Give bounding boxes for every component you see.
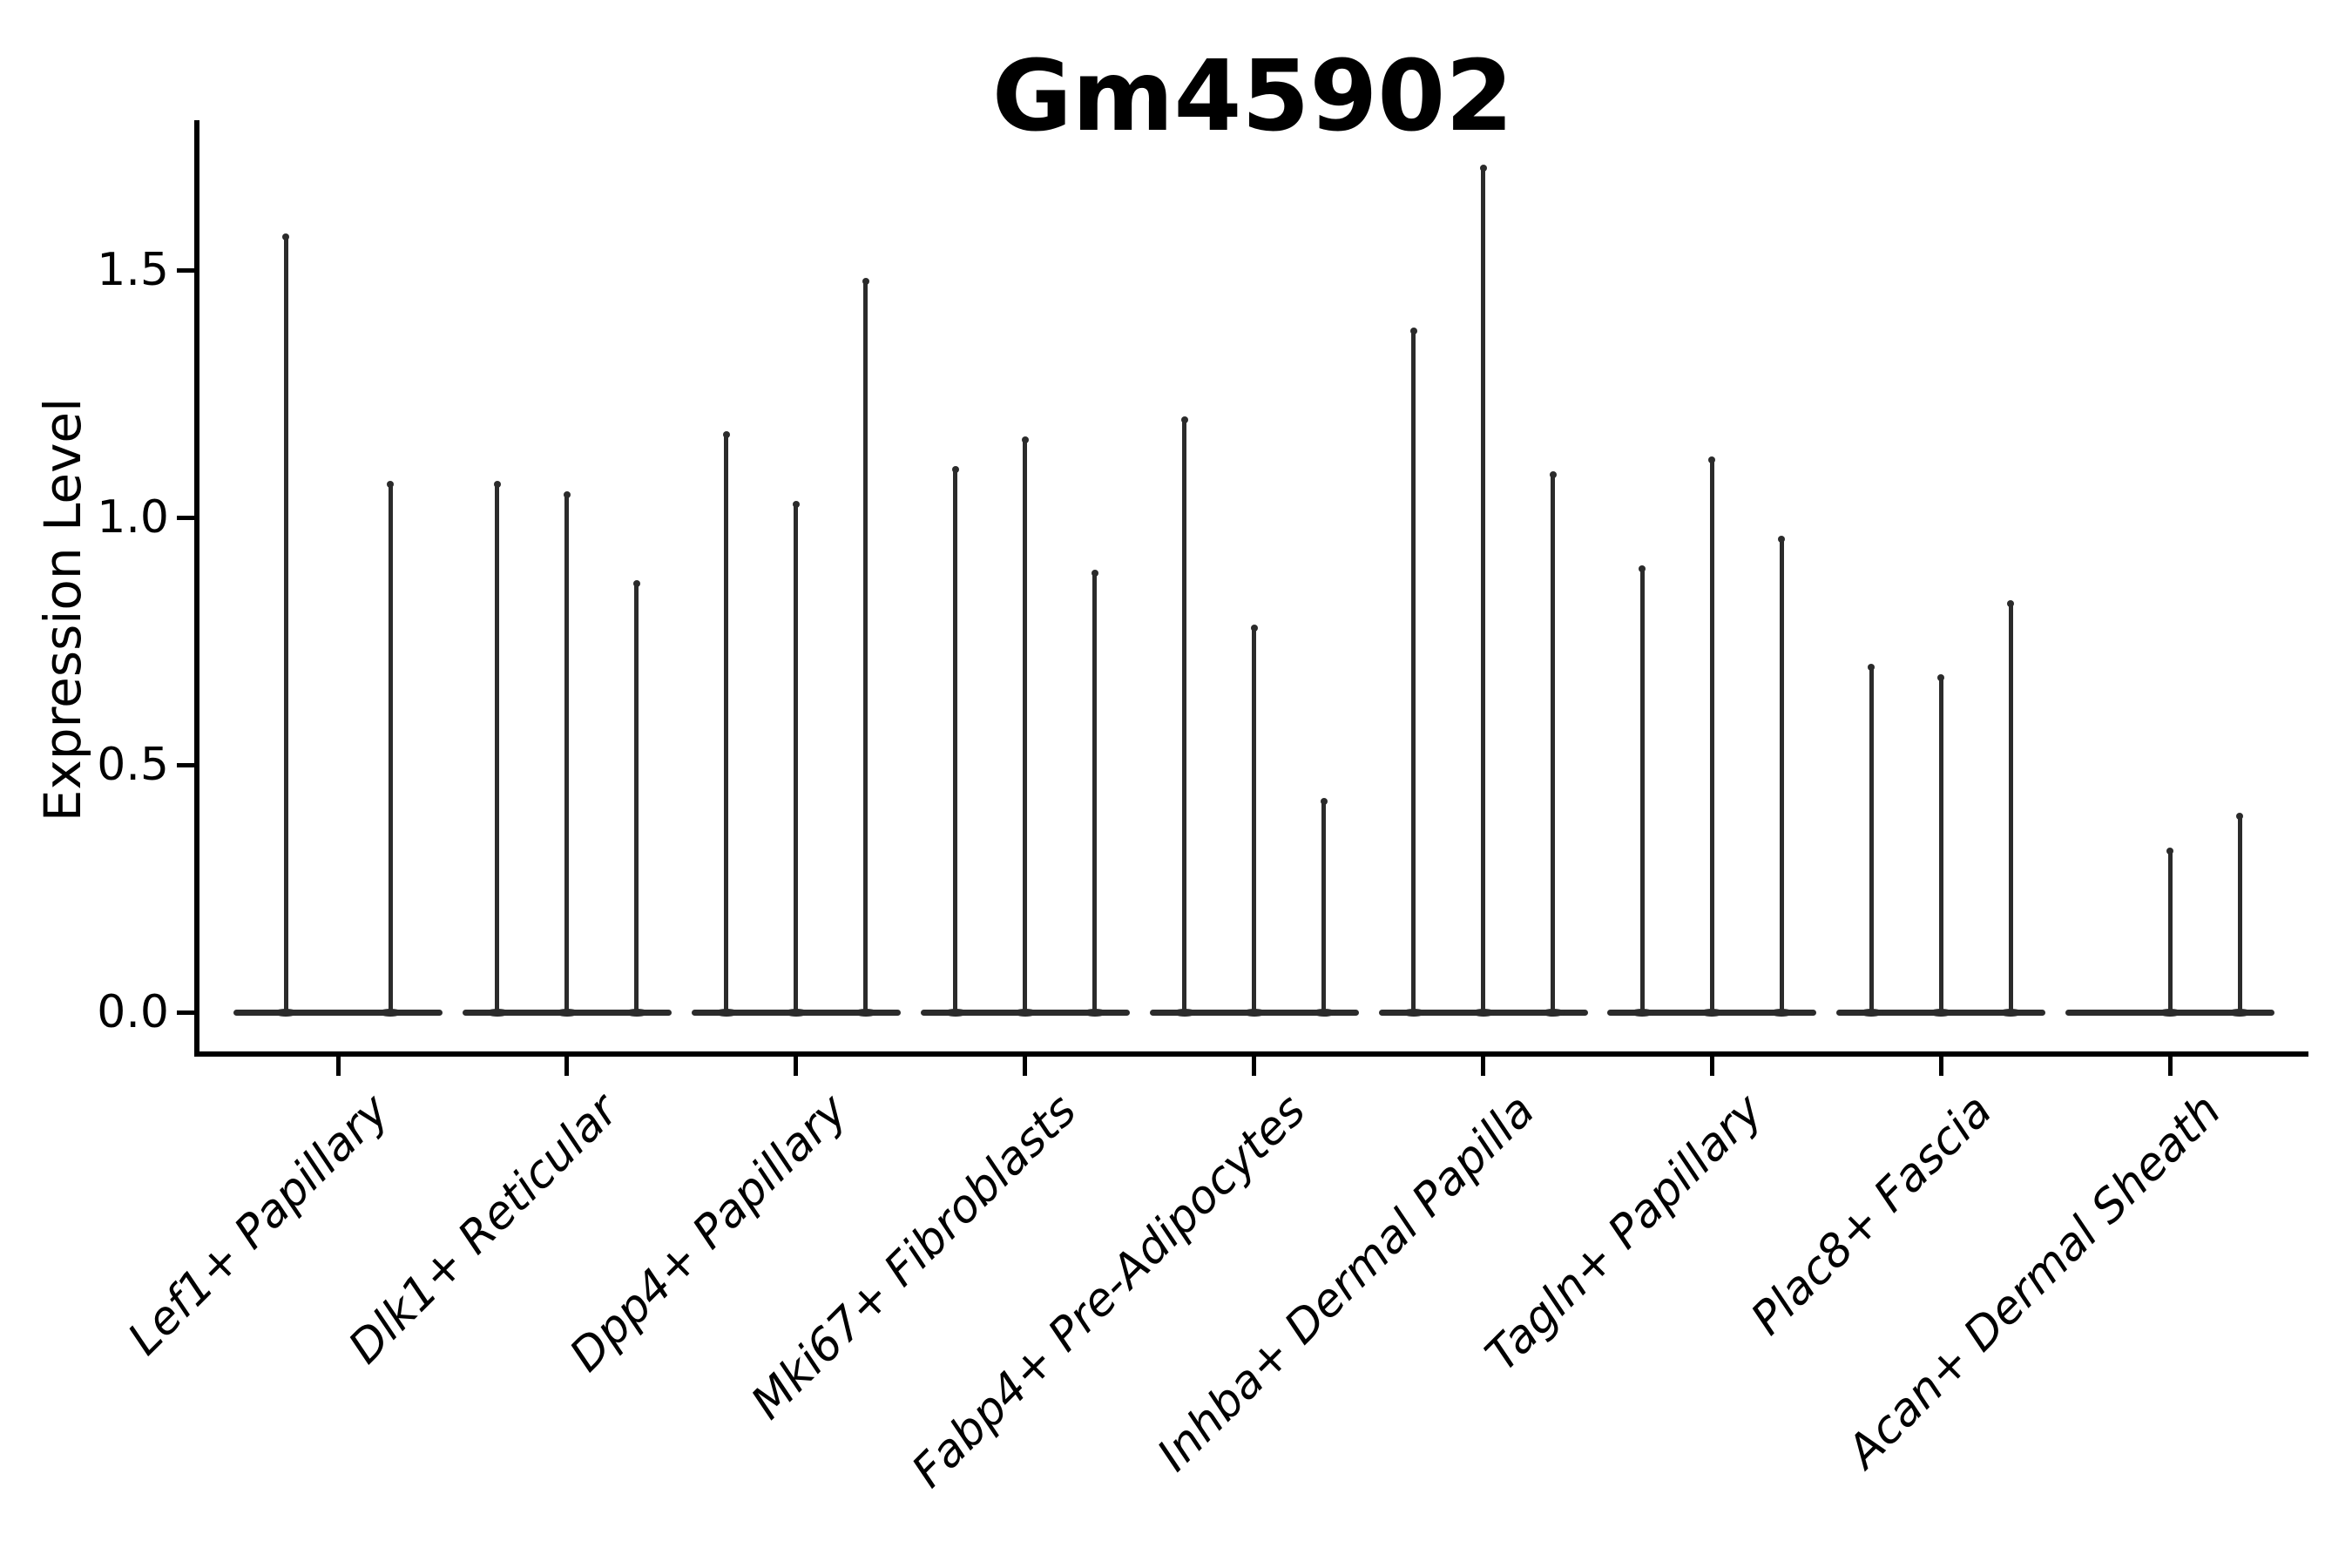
x-tick-label: Fabp4+ Pre-Adipocytes [902,1084,1315,1498]
violin-spike-tip [792,500,800,508]
violin-spike-tip [493,481,501,489]
violin-spike-tip [1937,673,1945,681]
y-tick [177,1010,194,1015]
x-axis-spine [194,1051,2308,1057]
y-axis-spine [194,120,199,1057]
violin-spike [634,581,639,1015]
violin-spike [1321,799,1327,1015]
violin-spike-tip [1091,570,1098,578]
y-tick [177,762,194,767]
y-tick [177,267,194,273]
y-tick-label: 1.5 [97,244,169,296]
violin-spike-tip [1778,535,1786,543]
x-tick [1023,1057,1028,1076]
violin-spike [1551,472,1555,1015]
violin-spike [1023,438,1028,1015]
violin-spike-tip [862,278,869,286]
violin-spike-tip [2007,599,2015,607]
violin-spike-tip [1021,436,1029,444]
violin-spike-tip [951,466,959,474]
violin-spike [2008,601,2013,1015]
x-tick-label: Inhba+ Dermal Papilla [1147,1084,1544,1482]
violin-spike [1252,625,1257,1015]
violin-spike-tip [1549,470,1557,478]
violin-spike [724,433,729,1015]
violin-baseline [233,1009,443,1016]
y-tick-label: 1.0 [97,491,169,544]
violin-spike [1182,418,1187,1015]
violin-spike [388,483,393,1015]
violin-spike-tip [2236,812,2244,820]
x-tick-label: Plac8+ Fascia [1741,1084,2003,1346]
violin-spike [794,502,799,1015]
violin-spike [1709,457,1714,1015]
x-tick [794,1057,799,1076]
violin-spike-tip [387,481,394,489]
violin-spike [2167,848,2173,1015]
violin-spike [863,280,868,1015]
violin-spike-tip [632,579,640,587]
violin-spike-tip [1180,416,1188,424]
violin-spike [1411,329,1416,1015]
violin-spike [1092,571,1098,1015]
violin-spike [1779,537,1784,1015]
violin-spike [1639,566,1645,1015]
x-tick [1938,1057,1943,1076]
x-tick [1252,1057,1257,1076]
violin-spike-tip [1320,797,1328,805]
violin-spike-tip [1708,456,1716,463]
x-tick [1481,1057,1485,1076]
violin-spike [495,483,500,1015]
violin-spike-tip [1250,624,1258,632]
violin-spike [1938,675,1943,1015]
violin-spike [2237,814,2242,1015]
violin-spike-tip [1409,328,1417,335]
violin-spike-tip [722,431,730,439]
x-tick [564,1057,570,1076]
x-tick [2167,1057,2173,1076]
violin-spike-tip [1479,164,1487,172]
violin-spike-tip [2166,847,2174,855]
x-tick-label: Acan+ Dermal Sheath [1837,1084,2232,1478]
y-tick [177,515,194,520]
violin-spike-tip [563,490,571,498]
violin-spike [1869,666,1874,1015]
x-tick [1709,1057,1714,1076]
chart-title: Gm45902 [991,40,1514,153]
violin-spike-tip [1868,664,1876,672]
y-tick-label: 0.0 [97,986,169,1038]
violin-spike-tip [1639,564,1646,572]
violin-spike-tip [282,233,289,241]
y-tick-label: 0.5 [97,739,169,791]
violin-spike [1481,166,1485,1015]
violin-spike [953,468,958,1015]
violin-spike [283,235,288,1015]
x-tick [335,1057,341,1076]
violin-spike [564,492,570,1015]
